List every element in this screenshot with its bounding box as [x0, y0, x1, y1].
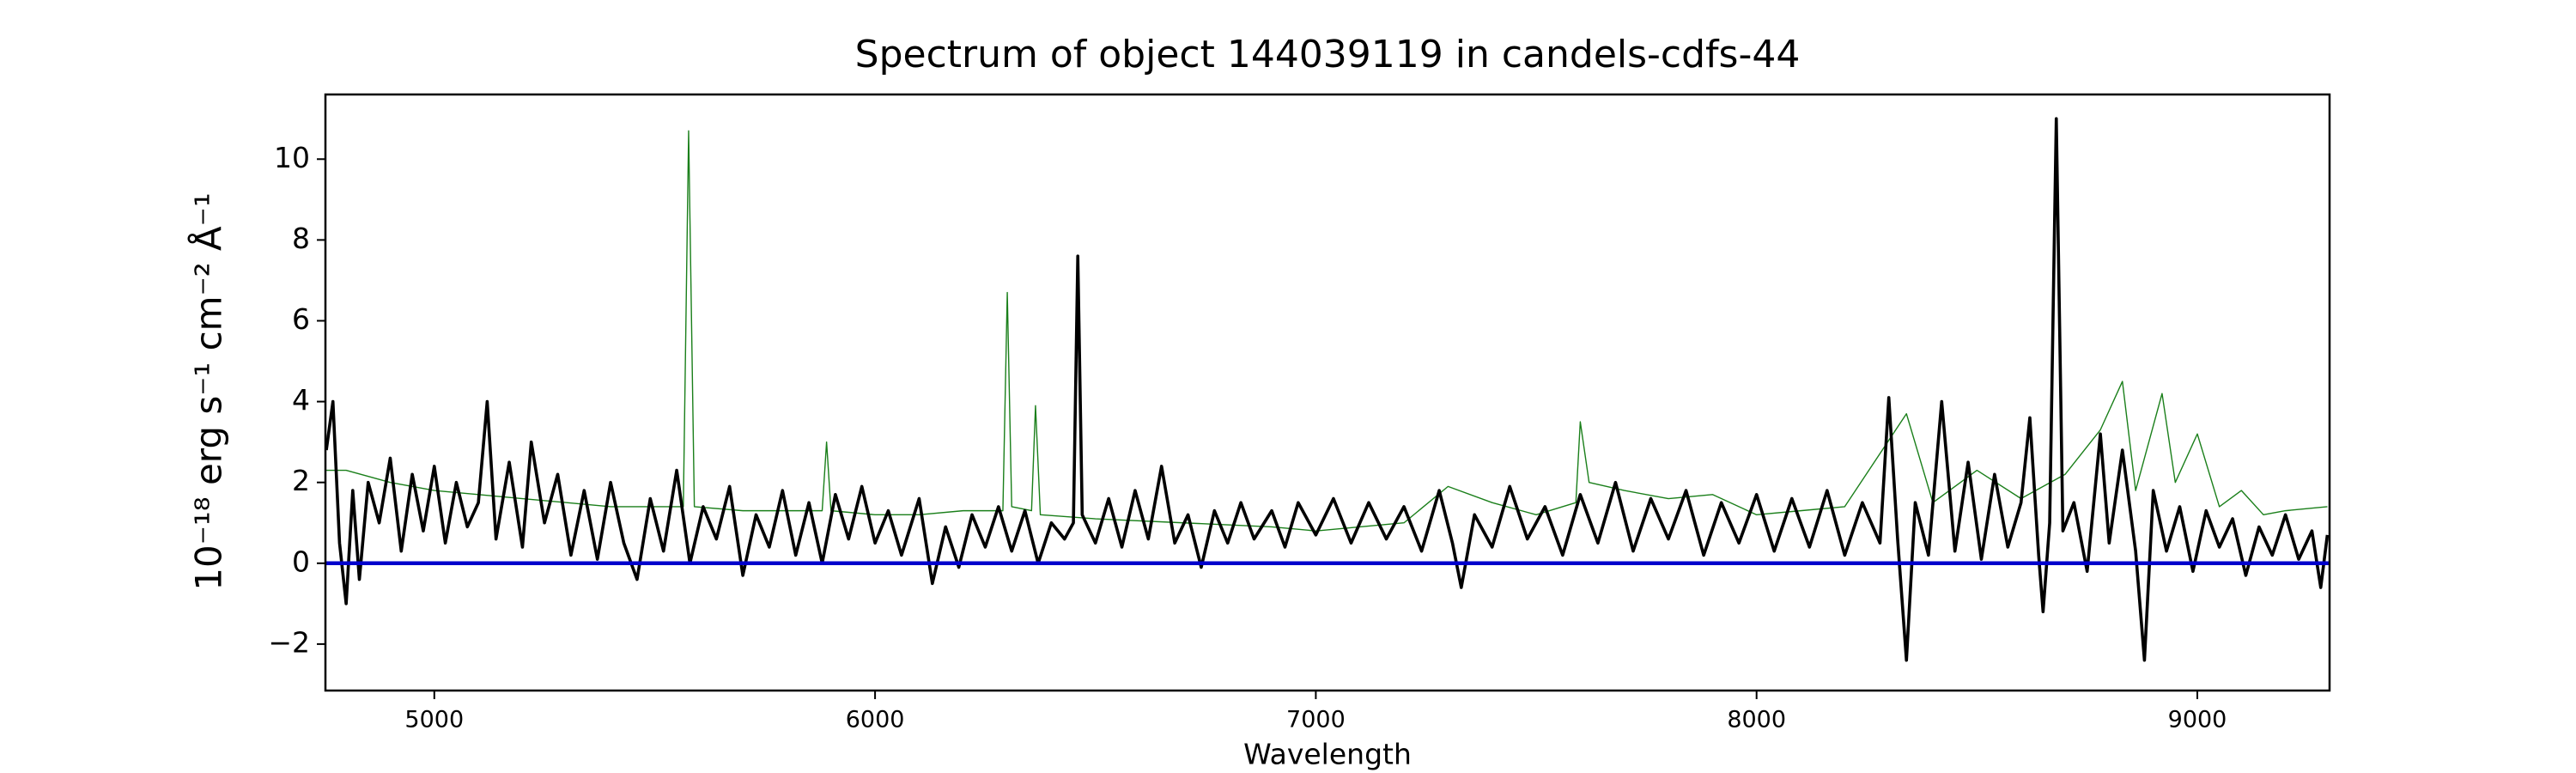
spectrum-line — [326, 130, 2328, 532]
y-tick-label: 6 — [292, 302, 310, 336]
x-tick-label: 9000 — [2168, 707, 2227, 733]
x-tick-label: 7000 — [1286, 707, 1346, 733]
x-axis-label: Wavelength — [1243, 738, 1412, 771]
plot-area — [325, 117, 2330, 662]
y-tick-label: 8 — [292, 222, 310, 255]
chart-title: Spectrum of object 144039119 in candels-… — [855, 33, 1801, 76]
y-tick-label: −2 — [268, 625, 310, 659]
y-axis-label: 10⁻¹⁸ erg s⁻¹ cm⁻² Å⁻¹ — [187, 192, 230, 590]
x-tick-label: 5000 — [404, 707, 464, 733]
x-tick-label: 8000 — [1727, 707, 1786, 733]
x-tick-label: 6000 — [846, 707, 905, 733]
spectrum-line — [325, 117, 2330, 662]
y-tick-label: 10 — [274, 141, 310, 174]
y-tick-label: 0 — [292, 545, 310, 578]
plot-frame — [324, 93, 2331, 692]
y-tick-label: 2 — [292, 464, 310, 497]
y-tick-label: 4 — [292, 383, 310, 417]
